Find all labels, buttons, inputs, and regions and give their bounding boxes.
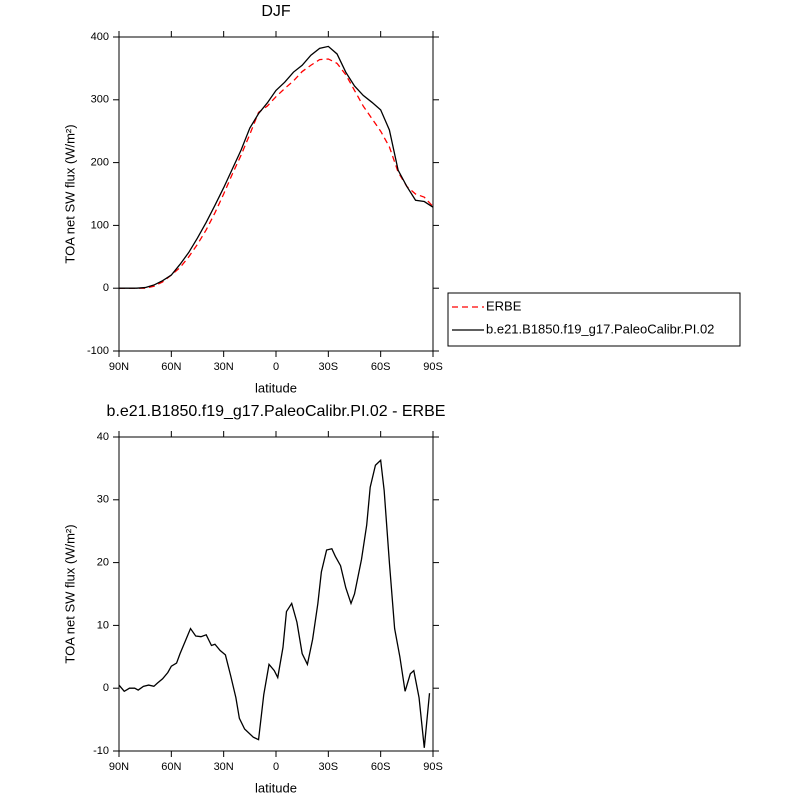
y-tick-label: 100 <box>91 219 109 231</box>
y-tick-label: 0 <box>103 282 109 294</box>
x-tick-label: 90N <box>109 361 129 373</box>
x-axis-label: latitude <box>255 780 297 795</box>
x-tick-label: 90S <box>423 761 443 773</box>
x-tick-label: 60N <box>161 761 181 773</box>
x-tick-label: 60S <box>371 761 391 773</box>
chart-title: DJF <box>261 3 291 20</box>
y-axis-label: TOA net SW flux (W/m²) <box>62 524 77 663</box>
x-tick-label: 0 <box>273 361 279 373</box>
legend-box <box>447 292 741 347</box>
x-tick-label: 30N <box>214 361 234 373</box>
y-tick-label: 400 <box>91 31 109 43</box>
y-tick-label: 300 <box>91 94 109 106</box>
line-series <box>119 58 434 289</box>
y-axis-label: TOA net SW flux (W/m²) <box>62 124 77 263</box>
y-tick-label: 30 <box>97 494 109 506</box>
x-tick-label: 60N <box>161 361 181 373</box>
legend-label: ERBE <box>486 298 522 313</box>
x-tick-label: 30N <box>214 761 234 773</box>
x-tick-label: 30S <box>319 761 339 773</box>
chart-title: b.e21.B1850.f19_g17.PaleoCalibr.PI.02 - … <box>107 403 446 420</box>
line-series <box>119 45 434 289</box>
plot-frame <box>118 436 434 752</box>
x-tick-label: 30S <box>319 361 339 373</box>
x-tick-label: 90S <box>423 361 443 373</box>
y-tick-label: 20 <box>97 557 109 569</box>
y-tick-label: -10 <box>93 745 109 757</box>
legend-label: b.e21.B1850.f19_g17.PaleoCalibr.PI.02 <box>486 321 714 336</box>
line-series <box>118 458 431 748</box>
x-tick-label: 60S <box>371 361 391 373</box>
y-tick-label: 200 <box>91 157 109 169</box>
y-tick-label: 0 <box>103 682 109 694</box>
x-axis-label: latitude <box>255 380 297 395</box>
y-tick-label: 10 <box>97 619 109 631</box>
plot-frame <box>118 36 434 352</box>
y-tick-label: 40 <box>97 431 109 443</box>
x-tick-label: 90N <box>109 761 129 773</box>
x-tick-label: 0 <box>273 761 279 773</box>
y-tick-label: -100 <box>87 345 109 357</box>
